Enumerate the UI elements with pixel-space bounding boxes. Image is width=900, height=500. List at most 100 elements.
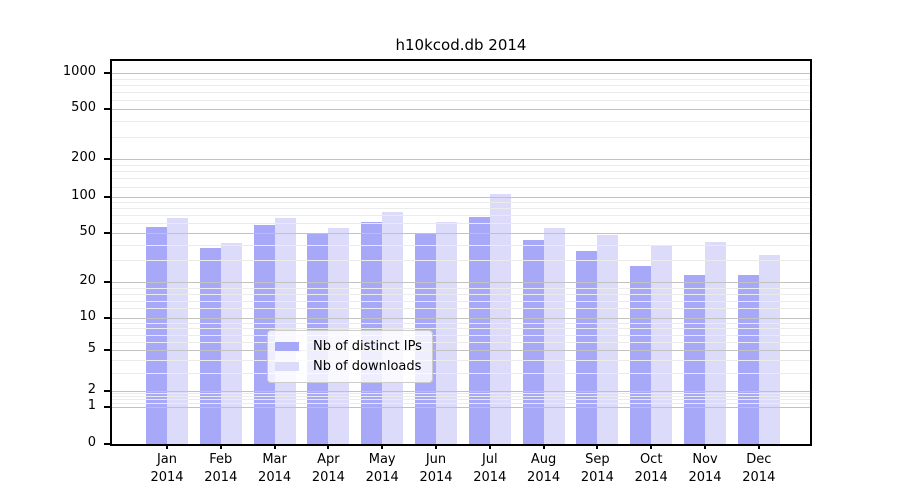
gridline-minor bbox=[112, 396, 810, 398]
gridline-major bbox=[112, 406, 810, 408]
y-axis-tick-label: 50 bbox=[79, 223, 96, 239]
x-axis-tick-mark bbox=[704, 444, 706, 449]
bar-downloads bbox=[382, 212, 404, 444]
x-axis-tick-label: Jan 2014 bbox=[150, 452, 184, 485]
gridline-minor bbox=[112, 171, 810, 173]
y-axis-tick-label: 2 bbox=[87, 381, 96, 397]
legend: Nb of distinct IPs Nb of downloads bbox=[267, 330, 433, 383]
plot-area bbox=[110, 59, 812, 446]
x-axis-tick-mark bbox=[596, 444, 599, 449]
gridline-minor bbox=[112, 178, 810, 180]
y-axis-tick-label: 200 bbox=[71, 150, 96, 166]
x-axis-tick-label: Nov 2014 bbox=[688, 452, 722, 485]
x-axis-tick-mark bbox=[166, 444, 168, 449]
bar-downloads bbox=[651, 246, 673, 444]
gridline-minor bbox=[112, 99, 810, 101]
gridline-minor bbox=[112, 372, 810, 374]
y-axis-tick-mark bbox=[104, 316, 110, 319]
y-axis-tick-label: 500 bbox=[71, 100, 96, 116]
bar-downloads bbox=[436, 222, 457, 444]
x-axis-tick-mark bbox=[219, 444, 222, 449]
gridline-minor bbox=[112, 341, 810, 343]
x-axis-tick-mark bbox=[488, 444, 491, 449]
y-axis-tick-label: 20 bbox=[79, 273, 96, 289]
gridline-minor bbox=[112, 399, 810, 401]
y-axis-tick-label: 1000 bbox=[62, 64, 96, 80]
gridline-minor bbox=[112, 328, 810, 330]
gridline-minor bbox=[112, 308, 810, 310]
gridline-minor bbox=[112, 293, 810, 295]
gridline-major bbox=[112, 282, 810, 284]
y-axis-tick-mark bbox=[104, 349, 110, 352]
bar-downloads bbox=[167, 218, 188, 444]
y-axis-tick-label: 100 bbox=[71, 187, 96, 203]
bar-distinct-ips bbox=[253, 225, 275, 444]
gridline-minor bbox=[112, 334, 810, 336]
x-axis-tick-label: Apr 2014 bbox=[311, 452, 345, 485]
gridline-minor bbox=[112, 164, 810, 166]
legend-swatch-downloads bbox=[275, 361, 299, 371]
gridline-minor bbox=[112, 137, 810, 139]
y-axis-tick-mark bbox=[104, 158, 110, 161]
gridline-major bbox=[112, 196, 810, 198]
bar-distinct-ips bbox=[576, 250, 598, 444]
legend-item-downloads: Nb of downloads bbox=[275, 356, 424, 376]
x-axis-tick-mark bbox=[650, 444, 653, 449]
y-axis-tick-mark bbox=[104, 405, 110, 408]
legend-label-downloads: Nb of downloads bbox=[313, 358, 422, 374]
x-axis-tick-mark bbox=[435, 444, 437, 449]
x-axis-tick-label: Oct 2014 bbox=[634, 452, 668, 485]
gridline-minor bbox=[112, 121, 810, 123]
x-axis-tick-mark bbox=[542, 444, 545, 449]
gridline-minor bbox=[112, 402, 810, 404]
x-axis-tick-label: Sep 2014 bbox=[580, 452, 614, 485]
y-axis-tick-label: 5 bbox=[87, 341, 96, 357]
x-axis-tick-mark bbox=[273, 444, 276, 449]
bar-downloads bbox=[543, 227, 565, 444]
x-axis-tick-label: Jul 2014 bbox=[473, 452, 507, 485]
bar-downloads bbox=[705, 242, 726, 444]
bar-distinct-ips bbox=[199, 247, 221, 444]
x-axis-tick-label: Dec 2014 bbox=[742, 452, 776, 485]
gridline-minor bbox=[112, 186, 810, 188]
gridline-minor bbox=[112, 393, 810, 395]
y-axis-tick-mark bbox=[104, 443, 110, 445]
chart-title: h10kcod.db 2014 bbox=[395, 36, 527, 54]
gridline-minor bbox=[112, 260, 810, 262]
gridline-minor bbox=[112, 244, 810, 246]
bar-downloads bbox=[597, 234, 619, 444]
y-axis-tick-mark bbox=[104, 281, 110, 284]
gridline-major bbox=[112, 350, 810, 352]
bar-distinct-ips bbox=[468, 216, 490, 444]
x-axis-tick-label: Feb 2014 bbox=[204, 452, 238, 485]
gridline-minor bbox=[112, 84, 810, 86]
gridline-major bbox=[112, 109, 810, 111]
gridline-minor bbox=[112, 78, 810, 80]
gridline-major bbox=[112, 159, 810, 161]
gridline-minor bbox=[112, 202, 810, 204]
legend-swatch-distinct-ips bbox=[275, 341, 299, 351]
gridline-minor bbox=[112, 360, 810, 362]
y-axis-tick-mark bbox=[104, 389, 110, 392]
gridline-major bbox=[112, 317, 810, 319]
y-axis-tick-mark bbox=[104, 231, 110, 234]
y-axis-tick-label: 1 bbox=[87, 397, 96, 413]
x-axis-tick-mark bbox=[381, 444, 384, 449]
x-axis-tick-label: Mar 2014 bbox=[258, 452, 292, 485]
x-axis-tick-label: May 2014 bbox=[365, 452, 399, 485]
x-axis-tick-mark bbox=[327, 444, 330, 449]
y-axis-tick-label: 0 bbox=[87, 435, 96, 450]
legend-item-distinct-ips: Nb of distinct IPs bbox=[275, 336, 424, 356]
gridline-major bbox=[112, 73, 810, 75]
gridline-minor bbox=[112, 322, 810, 324]
gridline-minor bbox=[112, 223, 810, 225]
x-axis-tick-label: Jun 2014 bbox=[419, 452, 453, 485]
bar-downloads bbox=[220, 243, 242, 444]
gridline-minor bbox=[112, 208, 810, 210]
gridline-minor bbox=[112, 300, 810, 302]
x-axis-tick-mark bbox=[757, 444, 760, 449]
bar-distinct-ips bbox=[684, 274, 705, 444]
gridline-major bbox=[112, 232, 810, 234]
bar-downloads bbox=[489, 194, 511, 444]
